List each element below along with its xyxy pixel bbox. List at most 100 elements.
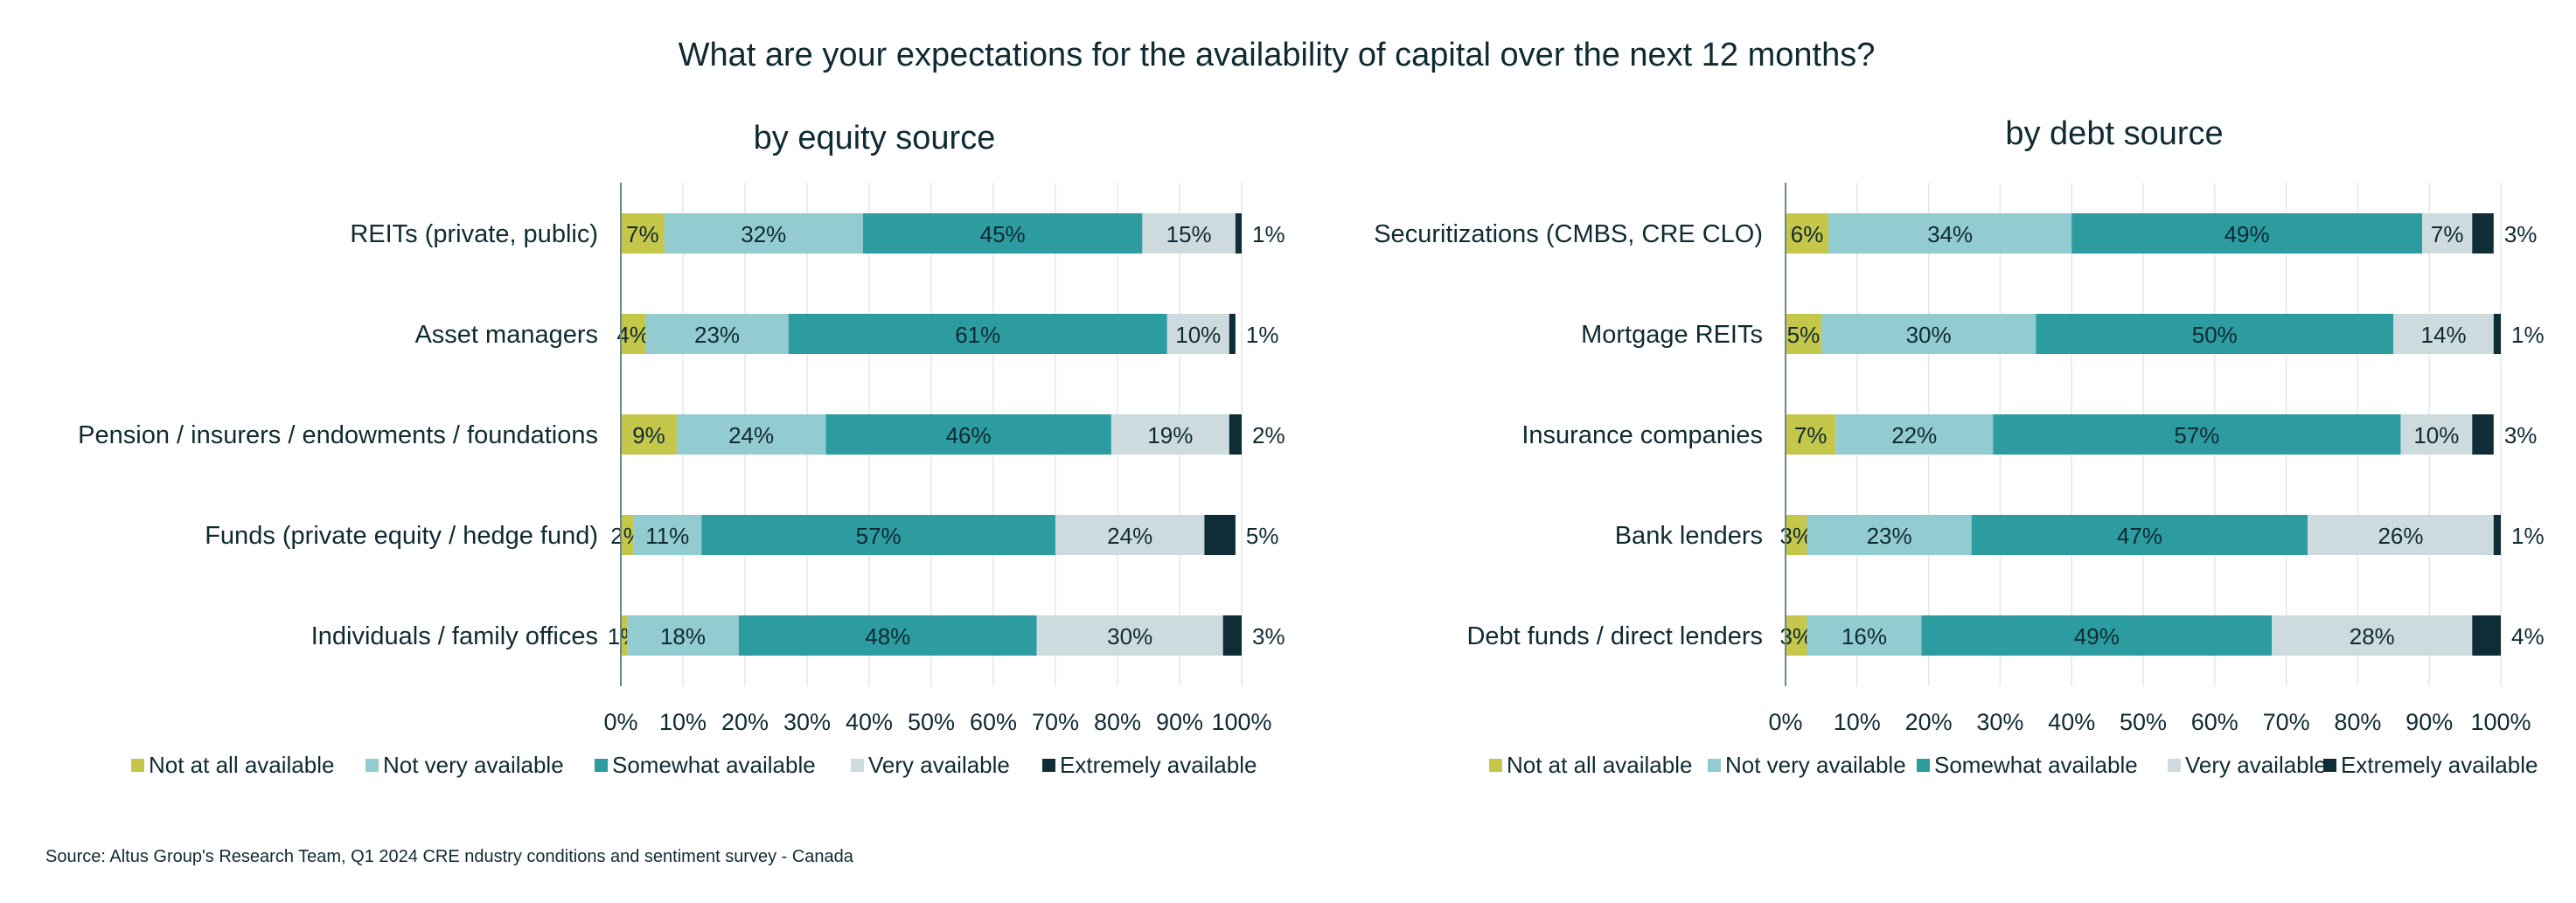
- category-label: Debt funds / direct lenders: [1466, 622, 1763, 650]
- data-label: 57%: [2174, 422, 2219, 448]
- bar-segment: [1786, 615, 1807, 656]
- x-tick-label: 0%: [603, 709, 637, 735]
- data-label: 15%: [1166, 221, 1212, 247]
- data-label: 1%: [1252, 221, 1285, 247]
- bar-segment: [645, 314, 789, 354]
- bar-segment: [2393, 314, 2494, 354]
- panel-title: by debt source: [2005, 115, 2223, 152]
- bar-segment: [1921, 615, 2273, 656]
- data-label: 11%: [645, 523, 689, 549]
- bar-segment: [633, 515, 702, 555]
- bar-segment: [2308, 515, 2494, 555]
- category-label: Securitizations (CMBS, CRE CLO): [1374, 220, 1763, 248]
- x-tick-label: 20%: [721, 709, 769, 735]
- bar-segment: [621, 414, 677, 455]
- data-label: 26%: [2378, 523, 2423, 549]
- data-label: 24%: [1107, 523, 1152, 549]
- bar-segment: [1786, 414, 1836, 455]
- bar-segment: [621, 515, 634, 555]
- data-label: 46%: [946, 422, 992, 448]
- x-tick-label: 90%: [1156, 709, 1203, 735]
- data-label: 50%: [2192, 322, 2238, 348]
- category-label: Bank lenders: [1615, 522, 1763, 550]
- data-label: 10%: [1175, 322, 1221, 348]
- data-label: 4%: [616, 322, 650, 348]
- legend-swatch: [1708, 759, 1721, 772]
- bar-segment: [1142, 213, 1236, 254]
- data-label: 19%: [1147, 422, 1193, 448]
- category-label: REITs (private, public): [350, 220, 598, 248]
- legend-swatch: [1489, 759, 1502, 772]
- data-label: 16%: [1841, 623, 1887, 649]
- category-label: Pension / insurers / endowments / founda…: [78, 421, 598, 449]
- legend-swatch: [131, 759, 144, 772]
- data-label: 5%: [1246, 523, 1279, 549]
- bar-segment: [788, 314, 1167, 354]
- data-label: 49%: [2224, 221, 2270, 247]
- x-tick-label: 60%: [2191, 709, 2238, 735]
- legend-label: Not at all available: [1507, 752, 1692, 778]
- data-label: 34%: [1927, 221, 1973, 247]
- x-tick-label: 20%: [1905, 709, 1953, 735]
- bar-segment: [664, 213, 863, 254]
- bar-segment: [621, 615, 628, 656]
- bar-segment: [1229, 314, 1236, 354]
- data-label: 10%: [2413, 422, 2459, 448]
- legend-swatch: [851, 759, 864, 772]
- x-tick-label: 40%: [2048, 709, 2095, 735]
- bar-segment: [2472, 414, 2494, 455]
- data-label: 18%: [660, 623, 706, 649]
- data-label: 47%: [2117, 523, 2162, 549]
- legend-label: Very available: [2185, 752, 2327, 778]
- x-tick-label: 10%: [1834, 709, 1881, 735]
- equity-source-panel: by equity source 0% 10% 20% 30% 40% 50% 60% 70% 8…: [78, 120, 1285, 778]
- bar-segment: [1229, 414, 1242, 455]
- x-tick-label: 100%: [2470, 709, 2531, 735]
- bar-segment: [2472, 213, 2494, 254]
- bar-segment: [701, 515, 1055, 555]
- data-label: 22%: [1891, 422, 1937, 448]
- legend-swatch: [366, 759, 379, 772]
- legend-swatch: [2168, 759, 2181, 772]
- data-label: 49%: [2074, 623, 2120, 649]
- data-label: 14%: [2421, 322, 2467, 348]
- legend-label: Not at all available: [149, 752, 334, 778]
- legend-label: Very available: [868, 752, 1010, 778]
- data-label: 5%: [1787, 322, 1821, 348]
- data-label: 32%: [741, 221, 786, 247]
- x-tick-label: 0%: [1768, 709, 1802, 735]
- bar-segment: [1828, 213, 2072, 254]
- bar-segment: [2400, 414, 2473, 455]
- bar-segment: [1807, 615, 1922, 656]
- x-tick-label: 60%: [970, 709, 1017, 735]
- x-tick-label: 50%: [2120, 709, 2167, 735]
- bar-segment: [1786, 515, 1807, 555]
- category-label: Mortgage REITs: [1581, 321, 1763, 349]
- figure-title: What are your expectations for the avail…: [679, 37, 1876, 73]
- data-label: 1%: [1246, 322, 1279, 348]
- bar-segment: [1110, 414, 1229, 455]
- data-label: 7%: [1794, 422, 1828, 448]
- bar-segment: [1166, 314, 1229, 354]
- data-label: 1%: [2511, 322, 2545, 348]
- bar-segment: [1036, 615, 1223, 656]
- data-label: 3%: [2504, 422, 2538, 448]
- x-tick-label: 50%: [908, 709, 955, 735]
- data-label: 48%: [865, 623, 910, 649]
- bar-segment: [1993, 414, 2401, 455]
- bar-segment: [2036, 314, 2394, 354]
- x-tick-label: 80%: [2334, 709, 2381, 735]
- x-tick-label: 40%: [846, 709, 893, 735]
- bar-segment: [2493, 515, 2501, 555]
- legend-label: Somewhat available: [1934, 752, 2138, 778]
- legend-swatch: [1042, 759, 1055, 772]
- bar-segment: [1821, 314, 2036, 354]
- data-label: 2%: [1252, 422, 1285, 448]
- bar-segment: [1835, 414, 1994, 455]
- category-label: Insurance companies: [1521, 421, 1763, 449]
- bar-segment: [627, 615, 739, 656]
- data-label: 23%: [694, 322, 740, 348]
- data-label: 61%: [955, 322, 1000, 348]
- data-label: 3%: [1252, 623, 1285, 649]
- bar-segment: [738, 615, 1037, 656]
